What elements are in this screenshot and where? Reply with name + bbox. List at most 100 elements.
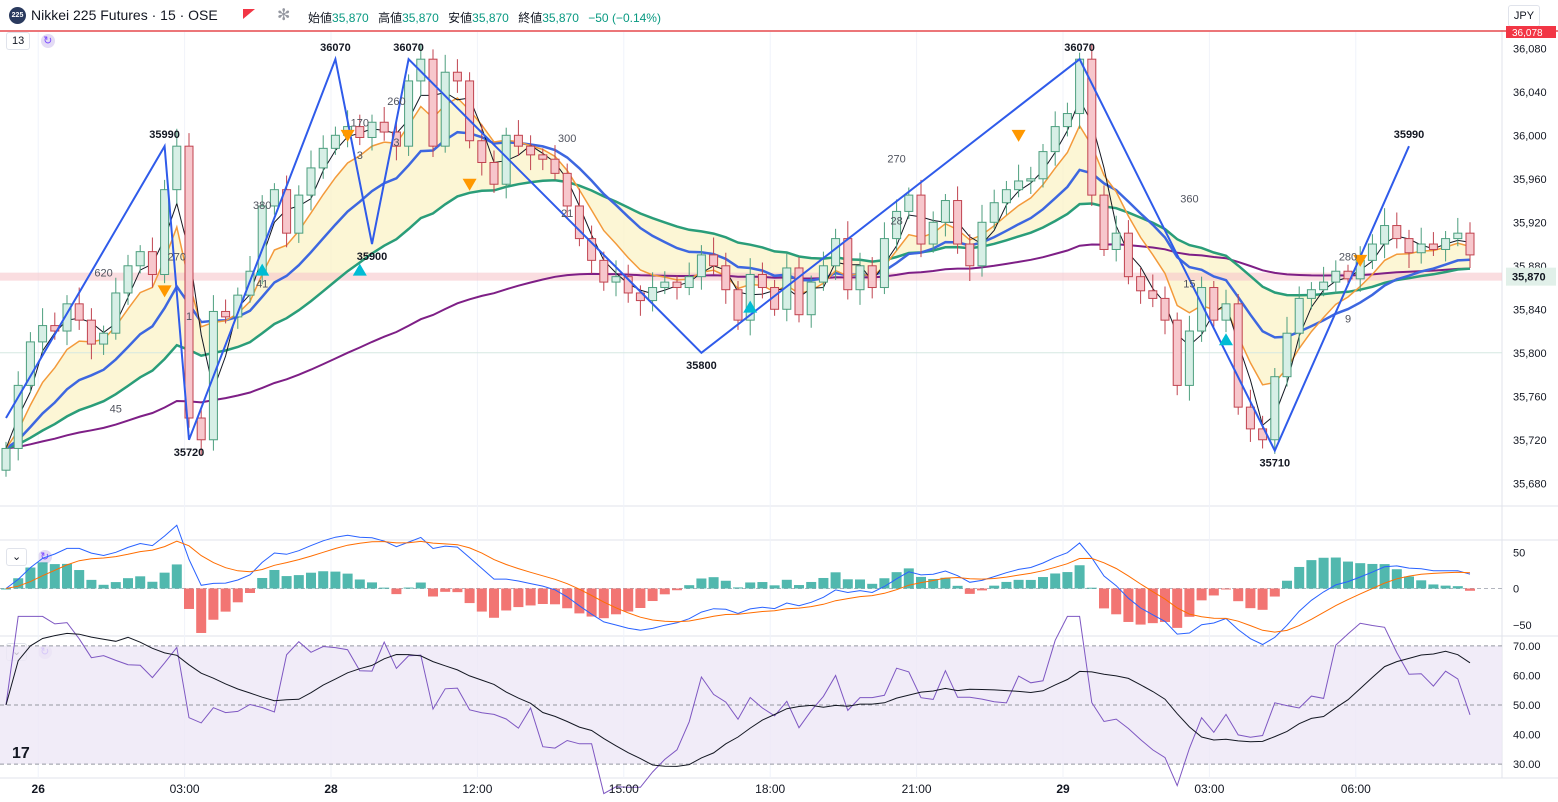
candle-body <box>294 194 304 234</box>
wave-label: 3 <box>393 137 399 149</box>
candle-body <box>135 251 145 267</box>
macd-histogram-bar <box>659 588 670 595</box>
candle-body <box>855 265 865 291</box>
sell-triangle-icon <box>340 129 355 142</box>
zigzag-line <box>5 55 1410 453</box>
macd-histogram-bar <box>757 582 768 589</box>
last-price-label: 35,870 <box>1512 272 1546 284</box>
flag-icon[interactable] <box>243 9 255 19</box>
zigzag-label: 35990 <box>1394 129 1425 141</box>
rsi-tick-label: 30.00 <box>1513 759 1541 771</box>
candle-body <box>489 161 499 185</box>
candle-body <box>1160 297 1170 321</box>
buy-triangle-icon <box>1219 333 1233 346</box>
candle-body <box>1367 243 1377 261</box>
candle-body <box>562 172 572 207</box>
macd-histogram-bar <box>733 587 743 589</box>
candle-body <box>1136 276 1146 292</box>
macd-signal-line <box>5 540 1471 633</box>
macd-histogram-bar <box>1111 588 1122 615</box>
candle-body <box>648 287 658 302</box>
macd-histogram-bar <box>62 563 72 589</box>
ma-purple-line <box>5 243 1471 450</box>
candle-body <box>709 254 719 267</box>
macd-histogram-bar <box>1465 588 1475 591</box>
macd-histogram-bar <box>74 570 85 589</box>
macd-histogram-bar <box>818 577 829 589</box>
candle-body <box>550 158 560 174</box>
indicator-legend: 13 ↻ <box>6 32 55 50</box>
candle-body <box>904 194 914 212</box>
chart-header: 225 Nikkei 225 Futures · 15 · OSE ✻ 始値35… <box>0 0 1506 30</box>
candle-body <box>379 121 389 133</box>
macd-histogram-bar <box>1440 585 1451 589</box>
macd-histogram-bar <box>940 577 951 589</box>
time-tick-label: 29 <box>1056 782 1070 796</box>
candle-body <box>940 200 950 223</box>
macd-histogram-bar <box>1050 573 1061 589</box>
candle-body <box>1294 297 1304 334</box>
buy-triangle-icon <box>352 263 367 276</box>
wave-label: 170 <box>351 118 369 130</box>
candle-body <box>965 243 975 267</box>
macd-histogram-bar <box>501 588 512 611</box>
candle-body <box>269 189 279 207</box>
macd-histogram-bar <box>1062 572 1073 589</box>
macd-histogram-bar <box>1367 563 1378 589</box>
macd-histogram-bar <box>1257 588 1268 610</box>
time-tick-label: 28 <box>324 782 338 796</box>
macd-histogram-bar <box>1282 580 1292 589</box>
change-value: −50 (−0.14%) <box>588 11 661 25</box>
candle-body <box>660 281 670 289</box>
macd-histogram-bar <box>428 588 438 597</box>
macd-tick-label: −50 <box>1513 620 1532 632</box>
price-tick-label: 36,040 <box>1513 87 1547 99</box>
candle-body <box>221 310 231 318</box>
zigzag-label: 35990 <box>149 129 180 141</box>
macd-histogram-bar <box>49 564 60 589</box>
candle-body <box>513 134 523 147</box>
macd-histogram-bar <box>147 581 158 589</box>
candle-body <box>794 267 804 316</box>
zigzag-label: 35800 <box>686 360 717 372</box>
macd-histogram-bar <box>672 588 682 591</box>
candle-body <box>806 281 816 316</box>
macd-histogram-bar <box>440 588 451 592</box>
rsi-line <box>5 615 1471 795</box>
price-tick-label: 35,680 <box>1513 478 1547 490</box>
macd-legend: ⌄ ↻ <box>6 548 52 566</box>
candle-body <box>1148 290 1158 299</box>
symbol-title[interactable]: Nikkei 225 Futures · 15 · OSE <box>31 7 218 23</box>
price-tick-label: 36,080 <box>1513 43 1547 55</box>
candle-body <box>1306 289 1316 299</box>
refresh-icon[interactable]: ↻ <box>37 550 52 564</box>
macd-histogram-bar <box>550 588 560 605</box>
refresh-icon[interactable]: ↻ <box>40 34 55 48</box>
time-tick-label: 18:00 <box>755 782 785 796</box>
top-price-label: 36,078 <box>1512 28 1543 39</box>
candle-body <box>306 167 316 196</box>
macd-histogram-bar <box>867 583 878 589</box>
candle-body <box>1441 238 1451 250</box>
rsi-tick-label: 40.00 <box>1513 730 1541 742</box>
wave-label: 260 <box>387 96 405 108</box>
candle-body <box>733 289 743 321</box>
chevron-down-icon[interactable]: ⌄ <box>6 548 28 566</box>
zigzag-label: 35720 <box>174 447 205 459</box>
macd-histogram-bar <box>354 579 365 589</box>
sell-triangle-icon <box>1011 129 1026 142</box>
candle-body <box>367 121 377 138</box>
candle-body <box>99 332 109 345</box>
macd-histogram-bar <box>1099 588 1109 609</box>
macd-histogram-bar <box>708 577 719 589</box>
indicator-param-button[interactable]: 13 <box>6 32 31 50</box>
candle-body <box>330 134 340 149</box>
buy-triangle-icon <box>255 263 270 276</box>
macd-histogram-bar <box>806 581 817 589</box>
candle-body <box>831 238 841 267</box>
macd-histogram-bar <box>257 577 268 589</box>
macd-histogram-bar <box>1428 584 1439 589</box>
candle-body <box>257 205 267 272</box>
asterisk-icon[interactable]: ✻ <box>277 7 291 24</box>
